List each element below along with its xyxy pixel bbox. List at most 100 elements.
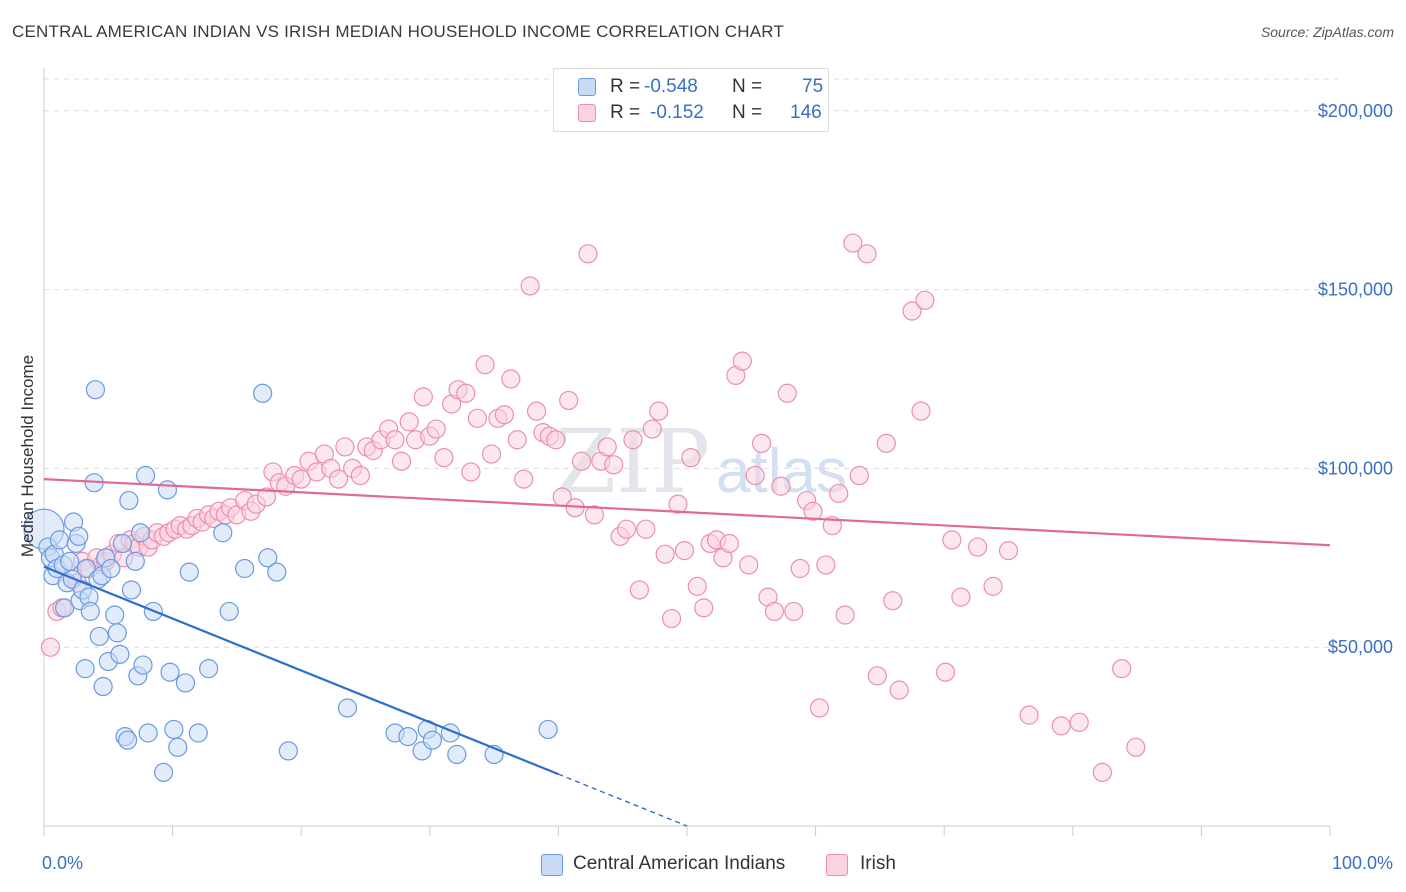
irish-point bbox=[771, 476, 791, 496]
x-tick-labels: 0.0% 100.0% bbox=[42, 853, 1393, 873]
y-tick-label: $100,000 bbox=[1318, 458, 1393, 478]
irish-point bbox=[426, 419, 446, 439]
legend-n-label: N = bbox=[732, 76, 763, 97]
irish-point bbox=[649, 401, 669, 421]
irish-point bbox=[520, 276, 540, 296]
irish-point bbox=[655, 544, 675, 564]
central-american-indian-point bbox=[85, 380, 106, 400]
series-swatch-blue bbox=[541, 854, 563, 876]
series-label: Irish bbox=[860, 853, 896, 874]
series-swatch-pink bbox=[826, 854, 848, 876]
irish-point bbox=[546, 430, 566, 450]
legend-r-label: R = bbox=[610, 102, 641, 123]
central-american-indian-point bbox=[49, 530, 70, 550]
x-tick-label-min: 0.0% bbox=[42, 853, 83, 873]
irish-point bbox=[668, 494, 688, 514]
irish-point bbox=[256, 487, 277, 507]
central-american-indian-point bbox=[179, 562, 199, 582]
irish-point bbox=[335, 437, 355, 457]
irish-point bbox=[391, 451, 412, 471]
central-american-indian-point bbox=[258, 548, 278, 568]
central-american-indian-point bbox=[60, 551, 80, 571]
irish-point bbox=[434, 448, 454, 468]
irish-point bbox=[1112, 659, 1132, 679]
irish-point bbox=[413, 387, 433, 407]
central-american-indian-point bbox=[117, 730, 138, 750]
irish-points bbox=[40, 233, 1146, 782]
legend-r-value: -0.152 bbox=[650, 102, 704, 123]
legend-r-label: R = bbox=[610, 76, 641, 97]
source-label: Source: ZipAtlas.com bbox=[1260, 24, 1394, 40]
irish-point bbox=[494, 405, 514, 425]
irish-point bbox=[745, 465, 765, 486]
central-american-indian-point bbox=[101, 558, 121, 579]
central-american-indian-point bbox=[235, 558, 255, 579]
irish-point bbox=[623, 430, 643, 450]
central-american-indian-point bbox=[175, 673, 196, 693]
central-american-indian-point bbox=[199, 659, 219, 679]
central-american-indian-point bbox=[121, 580, 142, 600]
central-american-indian-point bbox=[89, 626, 109, 647]
irish-point bbox=[857, 244, 877, 264]
irish-point bbox=[475, 355, 495, 375]
irish-point bbox=[507, 430, 527, 450]
y-tick-labels: $50,000 $100,000 $150,000 $200,000 bbox=[1318, 101, 1393, 657]
irish-point bbox=[883, 591, 903, 611]
central-american-indian-point bbox=[135, 465, 156, 486]
irish-point bbox=[578, 244, 598, 264]
legend-swatch-pink bbox=[578, 104, 596, 122]
irish-point bbox=[915, 290, 935, 310]
central-american-indian-point bbox=[69, 526, 89, 546]
central-american-indian-trend-extension bbox=[558, 773, 688, 827]
central-american-indian-point bbox=[253, 383, 273, 403]
irish-point bbox=[399, 412, 419, 432]
irish-point bbox=[636, 519, 656, 539]
irish-point bbox=[1126, 737, 1146, 757]
irish-point bbox=[719, 533, 740, 554]
central-american-indian-point bbox=[160, 662, 180, 682]
irish-point bbox=[876, 433, 896, 453]
y-axis-label: Median Household Income bbox=[18, 354, 37, 558]
central-american-indian-point bbox=[54, 598, 75, 618]
irish-point bbox=[291, 469, 311, 489]
irish-point bbox=[803, 501, 823, 521]
legend-n-label: N = bbox=[732, 102, 763, 123]
irish-point bbox=[674, 541, 695, 561]
irish-point bbox=[1019, 705, 1039, 725]
irish-point bbox=[661, 608, 682, 629]
irish-point bbox=[998, 541, 1019, 561]
irish-point bbox=[816, 555, 836, 575]
central-american-indian-point bbox=[105, 605, 125, 625]
central-american-indian-point bbox=[93, 676, 113, 697]
central-american-indian-point bbox=[153, 762, 174, 782]
central-american-indian-point bbox=[110, 644, 130, 664]
irish-point bbox=[350, 465, 370, 486]
series-label: Central American Indians bbox=[573, 853, 786, 874]
irish-point bbox=[694, 598, 714, 618]
irish-point bbox=[1092, 762, 1112, 782]
irish-point bbox=[1051, 716, 1071, 736]
irish-point bbox=[597, 437, 617, 457]
irish-point bbox=[461, 462, 481, 482]
central-american-indian-point bbox=[422, 730, 442, 750]
irish-point bbox=[687, 576, 707, 596]
irish-point bbox=[481, 444, 502, 464]
central-american-indian-point bbox=[538, 719, 558, 740]
central-american-indian-trend-line bbox=[43, 565, 559, 776]
central-american-indian-point bbox=[337, 698, 358, 718]
irish-point bbox=[604, 455, 624, 475]
central-american-indian-point bbox=[164, 719, 184, 740]
irish-point bbox=[889, 680, 909, 700]
irish-point bbox=[911, 401, 931, 421]
central-american-indian-point bbox=[107, 623, 127, 643]
central-american-indian-point bbox=[75, 659, 95, 679]
irish-point bbox=[40, 637, 61, 657]
central-american-indian-point bbox=[138, 723, 158, 743]
irish-point bbox=[526, 401, 547, 421]
irish-point bbox=[822, 515, 842, 536]
irish-point bbox=[584, 505, 605, 525]
correlation-legend: R = -0.548 N = 75 R = -0.152 N = 146 bbox=[553, 68, 829, 132]
irish-point bbox=[751, 433, 772, 453]
irish-point bbox=[809, 698, 830, 718]
